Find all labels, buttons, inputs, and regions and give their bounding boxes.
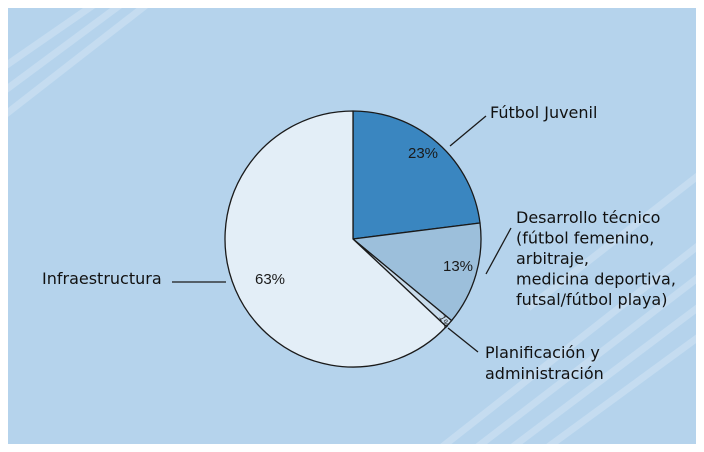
leader-line-futbol-juvenil [449, 115, 487, 147]
category-label-infraestructura: Infraestructura [42, 269, 162, 288]
leader-line-desarrollo-tecnico [485, 227, 512, 275]
pie-slice-desarrollo-tecnico [352, 222, 482, 322]
value-labels: 23%13%1%63% [255, 145, 473, 330]
category-label-line: Infraestructura [42, 269, 162, 288]
category-label-planificacion-y: Planificación y administración [485, 343, 604, 383]
value-label-futbol-juvenil: 23% [408, 145, 438, 162]
category-label-line: Fútbol Juvenil [490, 103, 597, 122]
category-label-line: (fútbol femenino, [516, 229, 654, 248]
pie-slices [224, 110, 482, 368]
category-label-line: medicina deportiva, [516, 270, 676, 289]
category-label-desarrollo-tecnico: Desarrollo técnico (fútbol femenino, arbit… [516, 208, 676, 309]
category-label-line: administración [485, 364, 604, 383]
category-label-line: Desarrollo técnico [516, 208, 660, 227]
category-label-line: arbitraje, [516, 249, 589, 268]
value-label-desarrollo-tecnico: 13% [443, 258, 473, 275]
leader-lines [172, 115, 512, 353]
category-label-line: Planificación y [485, 343, 600, 362]
category-label-futbol-juvenil: Fútbol Juvenil [490, 103, 597, 122]
pie-slice-futbol-juvenil [352, 110, 481, 240]
chart-frame: 23% 13% 1% 63% Fútbol Juvenil Desarrollo téc… [8, 8, 696, 444]
leader-line-planificacion-y [447, 327, 479, 353]
pie-slice-infraestructura [224, 110, 447, 368]
background-stripes [8, 8, 696, 444]
category-label-line: futsal/fútbol playa) [516, 290, 667, 309]
value-label-infraestructura: 63% [255, 271, 285, 288]
category-labels: Fútbol Juvenil Desarrollo técnico (fútbol … [42, 103, 676, 383]
